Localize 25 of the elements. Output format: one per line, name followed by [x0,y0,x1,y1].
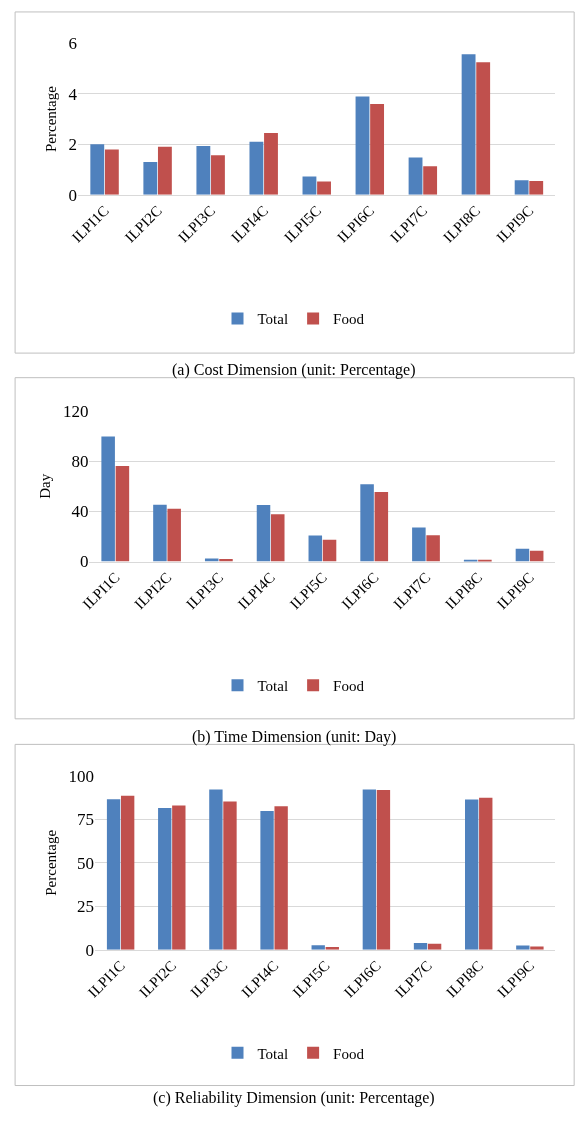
legend-label: Total [257,311,289,328]
y-tick-label: 25 [77,897,95,917]
legend-label: Food [333,1045,365,1062]
y-axis-title: Day [37,473,54,499]
y-tick-label: 4 [68,84,78,104]
text: (c) Reliability Dimension (unit: Percentage) [153,1089,435,1107]
legend-label: Total [257,677,289,694]
y-tick-label: 0 [68,185,78,205]
y-tick-label: 100 [68,766,95,786]
legend-label: Total [257,1045,289,1062]
y-tick-label: 75 [77,810,95,830]
y-tick-label: 50 [77,853,95,873]
y-axis-title: Percentage [42,829,59,896]
y-axis-title: Percentage [42,85,59,153]
legend-label: Food [333,677,365,694]
y-tick-label: 120 [62,402,89,422]
y-tick-label: 0 [79,552,89,572]
legend-label: Food [333,311,365,328]
y-tick-label: 40 [71,502,89,522]
text: (a) Cost Dimension (unit: Percentage) [172,361,416,379]
y-tick-label: 80 [71,452,89,472]
y-tick-label: 0 [85,940,95,960]
text: (b) Time Dimension (unit: Day) [192,728,397,746]
y-tick-label: 6 [68,34,78,54]
y-tick-label: 2 [68,135,78,155]
